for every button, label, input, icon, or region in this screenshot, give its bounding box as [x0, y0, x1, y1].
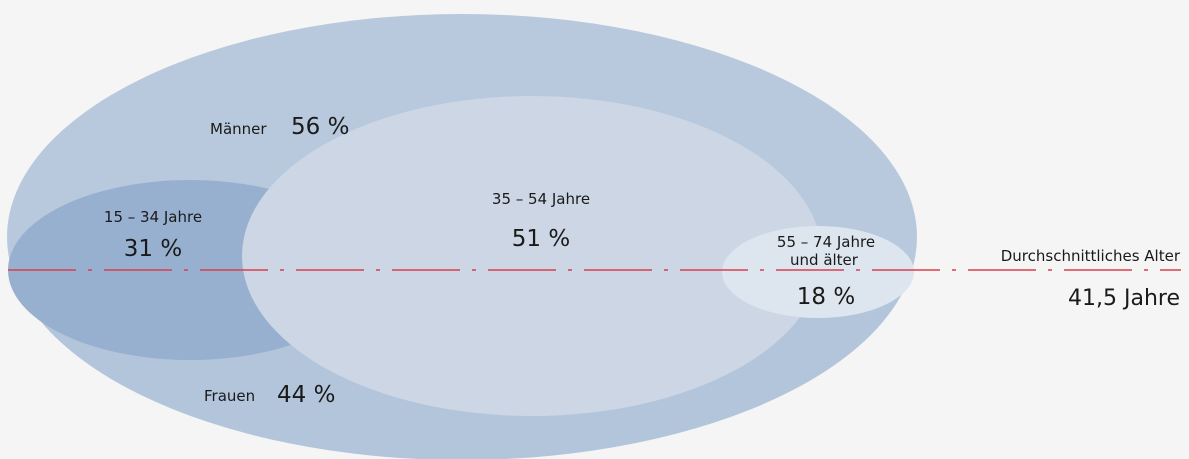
age-35-54-value: 51 % [512, 226, 570, 252]
age-55-74-label-line1: 55 – 74 Jahre [777, 233, 875, 251]
age-35-54-label: 35 – 54 Jahre [492, 190, 590, 208]
age-55-74-value: 18 % [797, 284, 855, 310]
maenner-label: Männer [210, 120, 267, 138]
frauen-label: Frauen [204, 387, 255, 405]
frauen-value: 44 % [277, 382, 335, 408]
average-age-label: Durchschnittliches Alter [1001, 247, 1181, 265]
average-age-value: 41,5 Jahre [1068, 286, 1180, 311]
age-35-54-ellipse [242, 96, 822, 416]
age-15-34-value: 31 % [124, 236, 182, 262]
age-55-74-label-line2: und älter [790, 251, 859, 269]
age-15-34-label: 15 – 34 Jahre [104, 208, 202, 226]
age-55-74-ellipse [722, 226, 914, 318]
maenner-value: 56 % [291, 114, 349, 140]
